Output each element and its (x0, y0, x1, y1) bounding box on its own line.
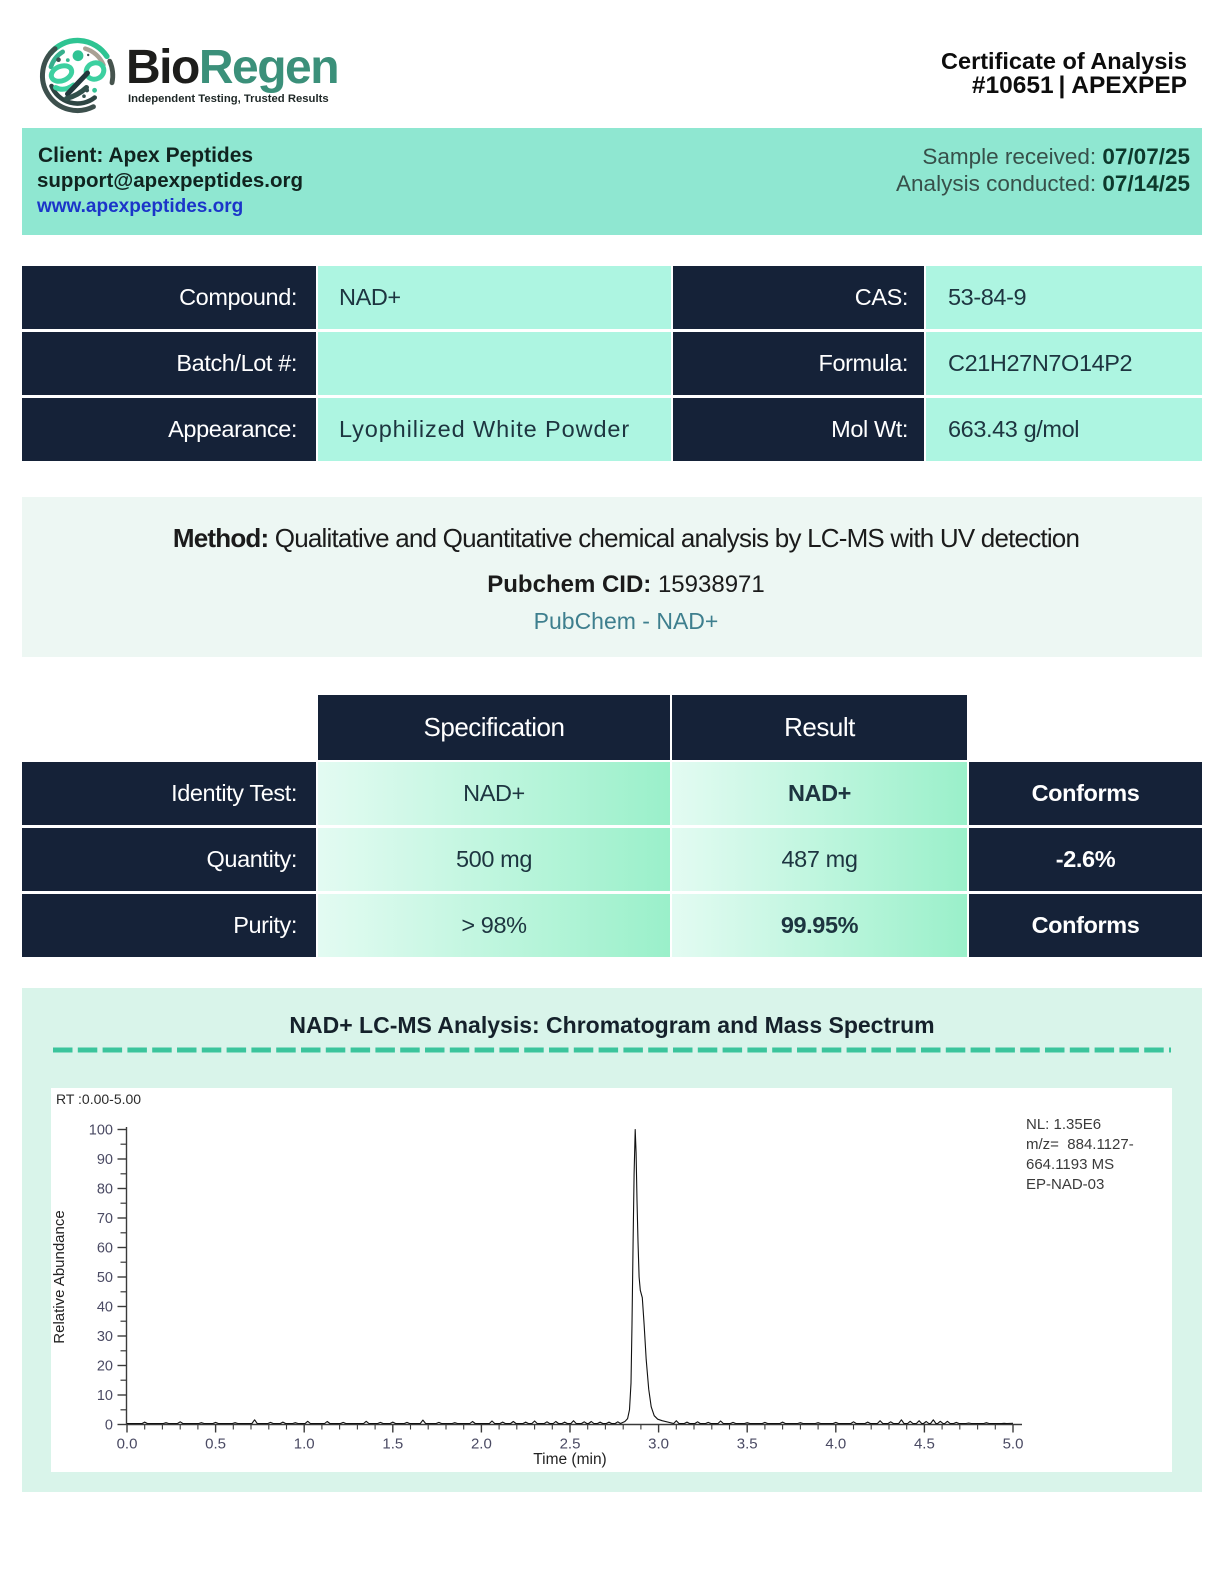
svg-text:0.5: 0.5 (205, 1436, 226, 1453)
svg-text:60: 60 (97, 1241, 113, 1257)
svg-text:30: 30 (97, 1329, 113, 1345)
svg-text:2.5: 2.5 (560, 1436, 581, 1453)
svg-text:0: 0 (105, 1418, 113, 1434)
svg-text:1.5: 1.5 (382, 1436, 403, 1453)
svg-text:4.0: 4.0 (825, 1436, 846, 1453)
svg-text:40: 40 (97, 1300, 113, 1316)
svg-text:20: 20 (97, 1359, 113, 1375)
svg-text:4.5: 4.5 (914, 1436, 935, 1453)
svg-text:50: 50 (97, 1270, 113, 1286)
svg-text:80: 80 (97, 1182, 113, 1198)
svg-text:0.0: 0.0 (117, 1436, 138, 1453)
svg-text:Time (min): Time (min) (533, 1451, 606, 1468)
svg-text:3.0: 3.0 (648, 1436, 669, 1453)
svg-text:1.0: 1.0 (294, 1436, 315, 1453)
svg-text:5.0: 5.0 (1003, 1436, 1024, 1453)
svg-text:2.0: 2.0 (471, 1436, 492, 1453)
svg-text:90: 90 (97, 1152, 113, 1168)
svg-text:70: 70 (97, 1211, 113, 1227)
svg-text:100: 100 (89, 1123, 113, 1139)
svg-text:3.5: 3.5 (737, 1436, 758, 1453)
svg-text:10: 10 (97, 1388, 113, 1404)
svg-text:Relative Abundance: Relative Abundance (51, 1210, 68, 1343)
